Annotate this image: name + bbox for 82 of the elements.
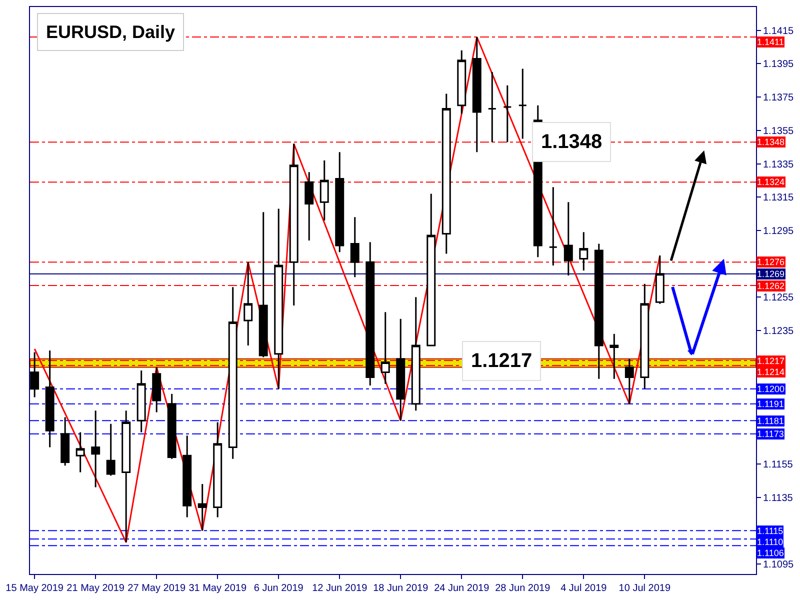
candlestick bbox=[60, 416, 70, 466]
candlestick bbox=[152, 366, 162, 413]
y-tick-label: 1.1095 bbox=[763, 559, 794, 570]
ref-line-label: 1.1214 bbox=[757, 367, 785, 377]
candlestick bbox=[213, 421, 222, 518]
candlestick bbox=[579, 231, 588, 272]
y-tick-label: 1.1295 bbox=[763, 226, 794, 237]
candlestick bbox=[655, 254, 664, 305]
candlestick bbox=[472, 36, 482, 153]
ref-line-label: 1.1348 bbox=[757, 137, 785, 147]
candlestick bbox=[45, 350, 54, 448]
annotation: 1.1348 bbox=[541, 131, 602, 153]
y-tick-label: 1.1355 bbox=[763, 126, 794, 137]
candlestick bbox=[502, 84, 512, 143]
candlestick bbox=[122, 410, 131, 544]
candlestick bbox=[30, 351, 40, 398]
candlestick bbox=[350, 216, 360, 278]
candlestick bbox=[274, 208, 284, 390]
candlestick bbox=[258, 211, 268, 358]
y-tick-label: 1.1335 bbox=[763, 159, 794, 170]
x-tick-label: 4 Jul 2019 bbox=[560, 583, 608, 594]
candlestick bbox=[488, 71, 497, 143]
ref-line-label: 1.1276 bbox=[757, 257, 785, 267]
candlestick bbox=[594, 243, 604, 380]
y-tick-label: 1.1255 bbox=[763, 292, 794, 304]
x-tick-label: 24 Jun 2019 bbox=[434, 583, 490, 594]
y-tick-label: 1.1375 bbox=[763, 92, 794, 104]
ref-line-label: 1.1173 bbox=[757, 429, 784, 439]
candlestick bbox=[136, 370, 146, 433]
ref-line-label: 1.1181 bbox=[757, 416, 784, 426]
y-tick-label: 1.1155 bbox=[763, 459, 794, 470]
ref-line-label: 1.1200 bbox=[757, 384, 785, 394]
x-tick-label: 27 May 2019 bbox=[128, 583, 186, 594]
candlestick bbox=[228, 286, 238, 460]
candlestick bbox=[198, 483, 207, 532]
annotation: 1.1217 bbox=[471, 350, 532, 372]
candlestick bbox=[76, 432, 85, 474]
candlestick bbox=[335, 151, 344, 253]
ref-line-label: 1.1262 bbox=[757, 281, 785, 291]
x-tick-label: 15 May 2019 bbox=[6, 583, 64, 594]
y-tick-label: 1.1395 bbox=[763, 59, 794, 70]
ref-line-label: 1.1411 bbox=[757, 37, 784, 47]
x-tick-label: 31 May 2019 bbox=[188, 583, 247, 594]
candlestick bbox=[380, 311, 390, 385]
candlestick bbox=[426, 193, 436, 346]
candlestick bbox=[624, 358, 634, 405]
candlestick bbox=[244, 261, 253, 346]
ref-line-label: 1.1324 bbox=[757, 177, 785, 187]
text: EURUSD, Daily bbox=[46, 22, 176, 42]
candlestick bbox=[640, 283, 650, 390]
candlestick bbox=[396, 318, 406, 422]
x-tick-label: 10 Jul 2019 bbox=[618, 583, 671, 594]
y-tick-label: 1.1415 bbox=[763, 26, 794, 37]
y-tick-label: 1.1135 bbox=[763, 492, 794, 504]
x-tick-label: 12 Jun 2019 bbox=[312, 583, 368, 594]
ref-line-label: 1.1110 bbox=[757, 537, 784, 547]
candlestick bbox=[304, 171, 314, 242]
x-tick-label: 18 Jun 2019 bbox=[373, 583, 429, 594]
candlestick bbox=[182, 434, 192, 518]
candlestick bbox=[610, 333, 619, 380]
candlestick bbox=[457, 50, 466, 114]
ref-line-label: 1.1106 bbox=[757, 548, 784, 558]
y-tick-label: 1.1235 bbox=[763, 326, 794, 338]
candlestick bbox=[366, 241, 375, 386]
x-tick-label: 28 Jun 2019 bbox=[495, 583, 551, 594]
ref-line-label: 1.1217 bbox=[757, 356, 785, 366]
candlestick bbox=[411, 296, 420, 412]
candlestick bbox=[106, 423, 116, 476]
ref-line-label: 1.1191 bbox=[757, 399, 784, 409]
y-tick-label: 1.1315 bbox=[763, 192, 794, 204]
x-tick-label: 6 Jun 2019 bbox=[254, 583, 304, 594]
candlestick bbox=[91, 410, 100, 488]
candlestick bbox=[442, 92, 451, 255]
candlestick bbox=[289, 143, 298, 306]
candlestick bbox=[564, 201, 573, 276]
candlestick bbox=[320, 160, 329, 222]
ref-line-label: 1.1115 bbox=[757, 526, 784, 536]
x-tick-label: 21 May 2019 bbox=[66, 583, 125, 594]
candlestick bbox=[167, 393, 176, 460]
candlestick bbox=[548, 186, 558, 266]
candlestick bbox=[518, 68, 528, 140]
ref-line-label: 1.1269 bbox=[757, 269, 785, 279]
